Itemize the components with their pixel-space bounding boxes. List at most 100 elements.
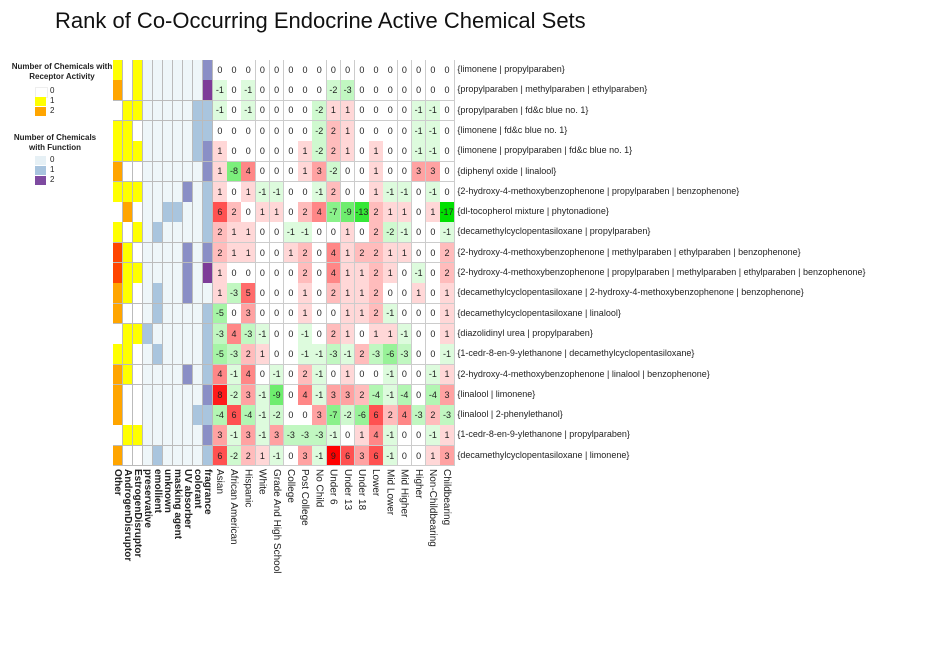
function-legend-label: 2 [50, 175, 55, 184]
heatmap-cell: -3 [340, 80, 356, 102]
column-label: Mid Higher [398, 469, 410, 518]
heatmap-cell: -4 [369, 384, 384, 406]
annotation-cell [193, 100, 203, 122]
heatmap-cell: 0 [255, 161, 271, 183]
heatmap-cell: 0 [255, 80, 271, 102]
heatmap-cell: 0 [326, 303, 342, 325]
heatmap-cell: -2 [326, 161, 342, 183]
row-label: {decamethylcyclopentasiloxane | limonene… [457, 449, 630, 460]
row-label: {linalool | 2-phenylethanol} [457, 409, 563, 420]
annotation-cell [133, 323, 143, 345]
annotation-cell [143, 283, 153, 305]
heatmap-cell: -1 [269, 181, 285, 203]
annotation-cell [183, 181, 193, 203]
heatmap-cell: -3 [312, 425, 328, 447]
heatmap-cell: 0 [355, 120, 370, 142]
annotation-cell [193, 364, 203, 386]
annotation-cell [163, 242, 173, 264]
annotation-cell [123, 60, 133, 81]
heatmap-cell: 2 [326, 283, 342, 305]
heatmap-cell: 0 [340, 60, 356, 81]
heatmap-cell: 0 [340, 181, 356, 203]
heatmap-cell: 0 [383, 283, 399, 305]
heatmap-cell: -1 [411, 263, 427, 284]
heatmap-cell: 2 [355, 384, 370, 406]
heatmap-cell: -3 [241, 323, 257, 345]
row-label: {linalool | limonene} [457, 388, 536, 399]
heatmap-cell: 4 [397, 405, 413, 426]
annotation-cell [113, 80, 123, 102]
annotation-cell [183, 161, 193, 183]
heatmap-cell: -1 [426, 181, 441, 203]
heatmap-cell: 2 [213, 242, 228, 264]
heatmap-cell: 2 [326, 141, 342, 162]
heatmap-cell: 0 [397, 100, 413, 122]
annotation-cell [113, 425, 123, 447]
annotation-cell [123, 181, 133, 203]
heatmap-cell: 0 [355, 222, 370, 244]
heatmap-cell: -1 [298, 323, 313, 345]
heatmap-cell: 0 [255, 120, 271, 142]
heatmap-cell: -2 [340, 405, 356, 426]
annotation-cell [153, 344, 163, 365]
annotation-cell [173, 222, 183, 244]
heatmap-cell: 0 [284, 60, 299, 81]
heatmap-cell: 4 [241, 364, 257, 386]
heatmap-cell: 3 [298, 445, 313, 467]
receptor-legend-swatch [35, 107, 46, 116]
heatmap-cell: 1 [340, 100, 356, 122]
annotation-cell [203, 80, 213, 102]
heatmap-cell: 1 [340, 120, 356, 142]
heatmap-cell: 0 [397, 60, 413, 81]
heatmap-cell: 1 [241, 242, 257, 264]
annotation-cell [173, 141, 183, 162]
heatmap-cell: 3 [440, 384, 455, 406]
annotation-cell [193, 120, 203, 142]
heatmap-cell: 1 [440, 425, 455, 447]
annotation-cell [153, 222, 163, 244]
heatmap-cell: 0 [426, 263, 441, 284]
heatmap-cell: 6 [213, 445, 228, 467]
heatmap-cell: 6 [369, 445, 384, 467]
annotation-cell [193, 242, 203, 264]
heatmap-cell: 0 [312, 222, 328, 244]
heatmap-cell: -1 [255, 405, 271, 426]
heatmap-cell: 4 [326, 242, 342, 264]
heatmap-cell: 2 [355, 344, 370, 365]
heatmap-cell: 0 [355, 161, 370, 183]
heatmap-cell: 0 [284, 181, 299, 203]
heatmap-cell: 0 [383, 120, 399, 142]
column-label: Grade And High School [270, 469, 282, 574]
heatmap-cell: 0 [255, 303, 271, 325]
annotation-cell [203, 323, 213, 345]
heatmap-cell: -3 [298, 425, 313, 447]
annotation-cell [163, 303, 173, 325]
heatmap-cell: -1 [312, 364, 328, 386]
annotation-cell [193, 60, 203, 81]
heatmap-cell: 1 [227, 242, 242, 264]
annotation-cell [113, 303, 123, 325]
heatmap-cell: -3 [227, 344, 242, 365]
annotation-cell [173, 283, 183, 305]
annotation-cell [163, 202, 173, 223]
heatmap-cell: 1 [440, 323, 455, 345]
heatmap-cell: 0 [269, 323, 285, 345]
annotation-cell [123, 405, 133, 426]
annotation-cell [153, 303, 163, 325]
heatmap-cell: 0 [326, 364, 342, 386]
heatmap-cell: -2 [312, 100, 328, 122]
annotation-cell [203, 283, 213, 305]
annotation-cell [163, 120, 173, 142]
annotation-cell [133, 303, 143, 325]
heatmap-cell: 0 [397, 263, 413, 284]
annotation-column-label: EstrogenDisruptor [132, 469, 143, 558]
heatmap-cell: -1 [227, 425, 242, 447]
annotation-cell [193, 405, 203, 426]
annotation-cell [193, 202, 203, 223]
heatmap-cell: -3 [213, 323, 228, 345]
heatmap-cell: -5 [213, 303, 228, 325]
annotation-cell [113, 202, 123, 223]
heatmap-cell: 3 [355, 445, 370, 467]
heatmap-cell: 1 [340, 303, 356, 325]
heatmap-cell: 0 [255, 263, 271, 284]
